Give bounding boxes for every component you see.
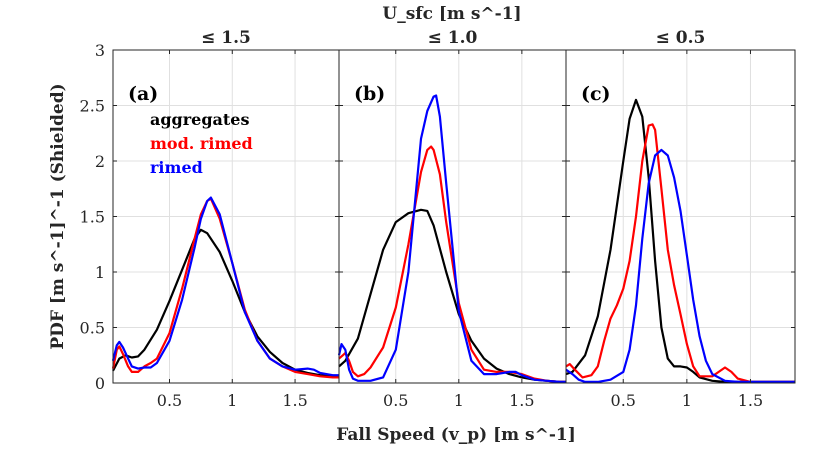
series-line-rimed bbox=[111, 196, 339, 377]
legend-entry: rimed bbox=[150, 158, 203, 177]
panel-title: ≤ 1.5 bbox=[201, 28, 251, 48]
series-line-aggregates bbox=[565, 98, 795, 383]
legend-entry: mod. rimed bbox=[150, 134, 253, 153]
x-tick-label: 1 bbox=[227, 391, 237, 410]
series-line-aggregates bbox=[112, 228, 339, 378]
x-tick-label: 1.5 bbox=[282, 391, 307, 410]
x-tick-label: 1 bbox=[682, 391, 692, 410]
x-axis-label: Fall Speed (v_p) [m s^-1] bbox=[336, 425, 576, 445]
series-line-mod-rimed bbox=[111, 197, 339, 379]
x-tick-label: 1 bbox=[454, 391, 464, 410]
super-title: U_sfc [m s^-1] bbox=[382, 4, 521, 24]
y-tick-label: 2.5 bbox=[80, 97, 105, 116]
series-line-rimed bbox=[337, 94, 566, 383]
y-tick-label: 1 bbox=[95, 263, 105, 282]
y-axis-label: PDF [m s^-1]^-1 (Shielded) bbox=[48, 83, 68, 349]
y-tick-label: 1.5 bbox=[80, 208, 105, 227]
panel-letter: (a) bbox=[128, 83, 158, 105]
x-tick-label: 0.5 bbox=[157, 391, 182, 410]
series-line-aggregates bbox=[338, 208, 566, 383]
y-tick-label: 3 bbox=[95, 41, 105, 60]
y-tick-label: 0.5 bbox=[80, 319, 105, 338]
panel-title: ≤ 0.5 bbox=[656, 28, 706, 48]
y-tick-label: 2 bbox=[95, 152, 105, 171]
panel-letter: (b) bbox=[354, 83, 385, 105]
series-line-mod-rimed bbox=[565, 123, 795, 383]
legend-entry: aggregates bbox=[150, 110, 249, 129]
x-tick-label: 0.5 bbox=[383, 391, 408, 410]
x-tick-label: 0.5 bbox=[611, 391, 636, 410]
panel-title: ≤ 1.0 bbox=[428, 28, 478, 48]
x-tick-label: 1.5 bbox=[738, 391, 763, 410]
panel-letter: (c) bbox=[581, 83, 611, 105]
y-tick-label: 0 bbox=[95, 374, 105, 393]
x-tick-label: 1.5 bbox=[509, 391, 534, 410]
series-line-rimed bbox=[565, 148, 795, 383]
series-line-mod-rimed bbox=[338, 145, 566, 383]
